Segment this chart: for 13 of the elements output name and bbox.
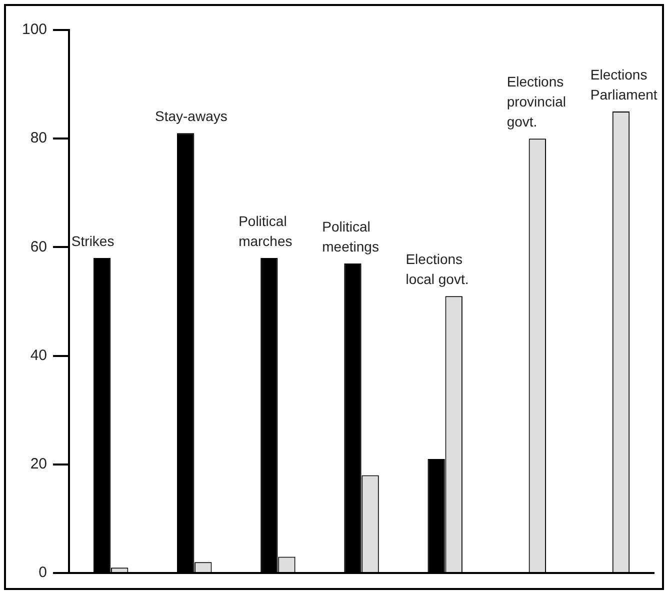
y-tick-label: 20 xyxy=(30,456,48,473)
x-tick-label: Strikes xyxy=(71,233,114,250)
y-tick-label: 60 xyxy=(30,238,48,256)
y-tick-label: 80 xyxy=(30,130,48,147)
x-tick-label: Political marches xyxy=(238,213,292,250)
x-tick-label: Political meetings xyxy=(322,218,379,254)
x-tick-label: Elections local govt. xyxy=(406,251,469,288)
y-tick-label: 100 xyxy=(22,21,48,38)
x-tick-label: Stay-aways xyxy=(155,108,228,124)
x-tick-label: Elections provincial govt. xyxy=(506,74,566,130)
y-tick-label: 40 xyxy=(30,346,48,364)
x-tick-label: Elections Parliament xyxy=(590,66,658,102)
y-tick-label: 0 xyxy=(38,564,48,582)
